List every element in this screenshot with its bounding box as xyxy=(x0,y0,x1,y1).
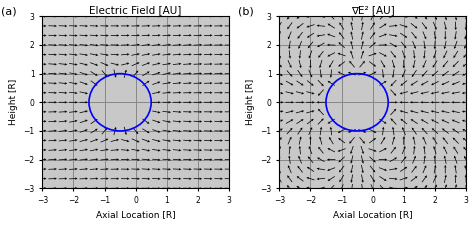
Text: (a): (a) xyxy=(1,6,17,16)
X-axis label: Axial Location [R]: Axial Location [R] xyxy=(333,210,412,219)
Title: Electric Field [AU]: Electric Field [AU] xyxy=(90,6,182,16)
Y-axis label: Height [R]: Height [R] xyxy=(9,79,18,125)
Text: (b): (b) xyxy=(238,6,254,16)
Title: ∇E² [AU]: ∇E² [AU] xyxy=(351,6,394,16)
Y-axis label: Height [R]: Height [R] xyxy=(246,79,255,125)
X-axis label: Axial Location [R]: Axial Location [R] xyxy=(96,210,175,219)
